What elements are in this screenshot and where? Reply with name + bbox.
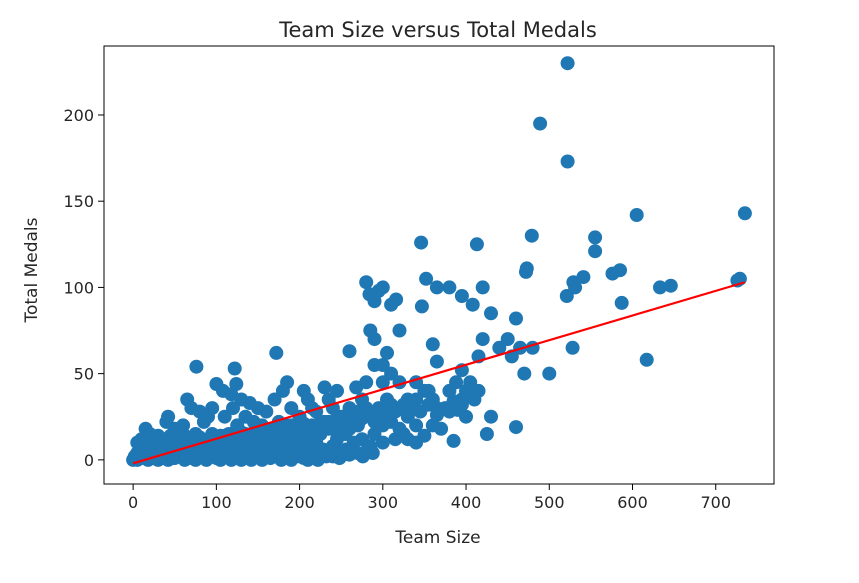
data-point bbox=[226, 401, 240, 416]
data-point bbox=[614, 295, 629, 310]
data-point bbox=[421, 383, 436, 398]
y-axis-ticks: 0 50 100 150 200 bbox=[63, 106, 104, 470]
data-point bbox=[425, 337, 440, 352]
data-point bbox=[517, 366, 532, 381]
data-point bbox=[275, 383, 290, 398]
data-point bbox=[349, 380, 364, 395]
data-point bbox=[414, 235, 429, 250]
data-point bbox=[189, 359, 204, 374]
data-point bbox=[484, 409, 498, 424]
data-point bbox=[367, 427, 382, 441]
data-point bbox=[367, 294, 382, 309]
data-point bbox=[605, 266, 620, 281]
data-point bbox=[533, 116, 548, 131]
fit-line bbox=[132, 281, 746, 465]
data-point bbox=[330, 383, 344, 398]
data-point bbox=[342, 344, 357, 359]
y-tick-label: 200 bbox=[63, 106, 94, 125]
data-point bbox=[565, 340, 580, 355]
x-tick-label: 700 bbox=[700, 493, 731, 512]
data-point bbox=[542, 366, 557, 381]
data-point bbox=[392, 421, 407, 436]
data-point bbox=[259, 404, 274, 419]
data-point bbox=[454, 289, 469, 303]
chart-title: Team Size versus Total Medals bbox=[278, 18, 597, 42]
data-point bbox=[380, 345, 394, 360]
data-point bbox=[269, 345, 284, 360]
data-point bbox=[639, 352, 654, 367]
x-tick-label: 200 bbox=[284, 493, 315, 512]
data-point bbox=[392, 323, 407, 338]
data-point bbox=[588, 230, 603, 245]
data-point bbox=[560, 154, 575, 169]
x-tick-label: 300 bbox=[368, 493, 399, 512]
data-point bbox=[367, 332, 382, 347]
data-point bbox=[484, 306, 498, 321]
data-point bbox=[417, 428, 432, 443]
data-point bbox=[389, 292, 404, 307]
data-point bbox=[421, 397, 436, 412]
y-axis-title: Total Medals bbox=[22, 217, 42, 323]
data-point bbox=[509, 311, 523, 326]
data-point bbox=[267, 392, 282, 407]
data-point bbox=[227, 361, 242, 376]
y-tick-label: 150 bbox=[63, 192, 94, 211]
fit-line-layer bbox=[132, 281, 746, 465]
data-point bbox=[375, 435, 390, 450]
data-point bbox=[465, 297, 480, 312]
plot-frame bbox=[103, 45, 775, 485]
data-point bbox=[653, 280, 667, 295]
data-point bbox=[359, 275, 374, 290]
data-point bbox=[375, 375, 390, 390]
x-tick-label: 500 bbox=[534, 493, 565, 512]
data-point bbox=[446, 433, 461, 448]
data-point bbox=[509, 420, 523, 435]
data-point bbox=[161, 409, 176, 424]
x-axis-ticks: 0 100 200 300 400 500 600 700 bbox=[128, 484, 731, 512]
data-point bbox=[479, 427, 494, 441]
x-axis-title: Team Size bbox=[394, 528, 480, 548]
y-tick-label: 100 bbox=[63, 278, 94, 297]
data-point bbox=[475, 280, 490, 295]
data-point bbox=[414, 299, 429, 314]
y-tick-label: 50 bbox=[74, 365, 94, 384]
data-point bbox=[519, 264, 533, 279]
x-tick-label: 600 bbox=[617, 493, 648, 512]
data-point bbox=[384, 366, 399, 381]
data-point bbox=[469, 237, 484, 252]
x-tick-label: 0 bbox=[128, 493, 138, 512]
data-point bbox=[317, 380, 332, 395]
data-point bbox=[429, 280, 444, 295]
data-point bbox=[559, 289, 574, 303]
data-point bbox=[419, 271, 434, 286]
x-tick-label: 400 bbox=[451, 493, 482, 512]
data-point bbox=[475, 332, 490, 347]
data-point bbox=[442, 280, 457, 295]
data-point bbox=[284, 401, 299, 416]
data-point bbox=[471, 383, 486, 398]
x-tick-label: 100 bbox=[201, 493, 232, 512]
data-point bbox=[365, 446, 380, 460]
data-point bbox=[524, 228, 539, 243]
data-point bbox=[576, 270, 591, 285]
data-point bbox=[409, 418, 424, 433]
data-point bbox=[500, 332, 515, 347]
data-point bbox=[629, 208, 644, 222]
data-point bbox=[588, 244, 603, 259]
y-tick-label: 0 bbox=[84, 451, 94, 470]
data-point bbox=[560, 56, 575, 71]
data-point bbox=[205, 401, 220, 416]
data-point bbox=[196, 414, 211, 429]
data-point bbox=[663, 278, 678, 293]
data-point bbox=[454, 397, 469, 412]
data-point bbox=[459, 383, 473, 398]
data-point bbox=[737, 206, 752, 221]
data-point bbox=[217, 409, 232, 424]
data-point bbox=[492, 340, 507, 355]
data-point bbox=[367, 358, 382, 372]
data-point bbox=[568, 280, 583, 295]
data-point bbox=[429, 354, 444, 369]
